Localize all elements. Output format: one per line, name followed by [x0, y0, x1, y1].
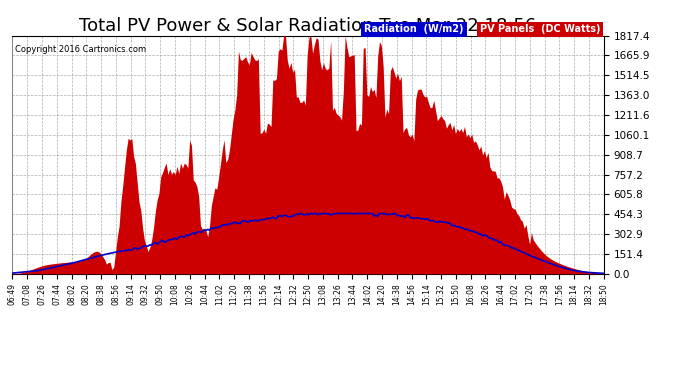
Title: Total PV Power & Solar Radiation Tue Mar 22 18:56: Total PV Power & Solar Radiation Tue Mar…	[79, 18, 537, 36]
Text: Copyright 2016 Cartronics.com: Copyright 2016 Cartronics.com	[15, 45, 146, 54]
Text: Radiation  (W/m2): Radiation (W/m2)	[364, 24, 464, 34]
Text: PV Panels  (DC Watts): PV Panels (DC Watts)	[480, 24, 600, 34]
